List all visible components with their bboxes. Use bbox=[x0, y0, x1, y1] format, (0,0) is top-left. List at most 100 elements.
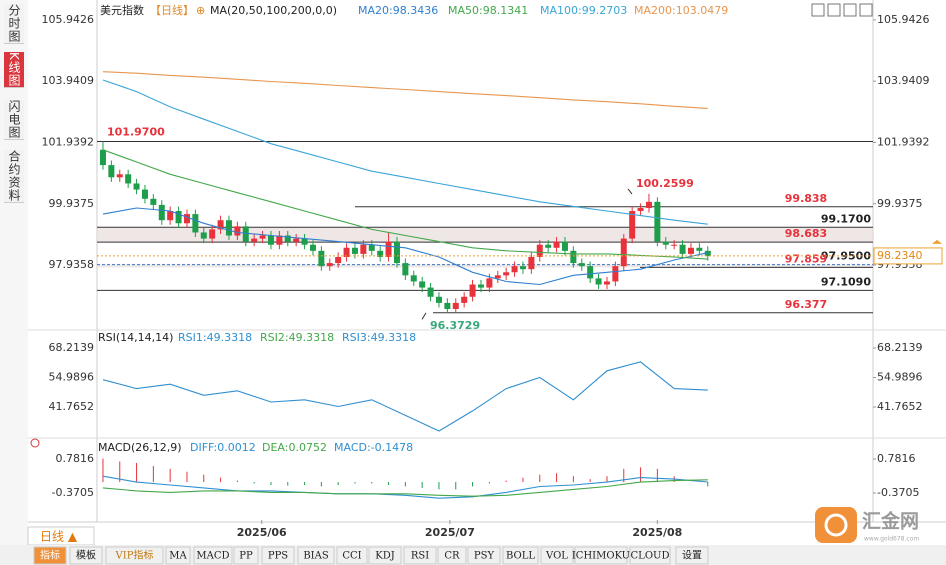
tab-label[interactable]: KDJ bbox=[375, 551, 395, 562]
y-tick-label: 54.9896 bbox=[49, 370, 95, 383]
tab[interactable] bbox=[540, 546, 574, 565]
tab-label[interactable]: PSY bbox=[474, 551, 495, 562]
candle-body bbox=[469, 284, 476, 297]
tab[interactable] bbox=[297, 546, 335, 565]
tab[interactable] bbox=[502, 546, 539, 565]
tab-label[interactable]: BOLL bbox=[506, 551, 535, 562]
tab-label[interactable]: 模板 bbox=[76, 549, 96, 562]
tab-label[interactable]: VOL bbox=[545, 551, 568, 562]
candle-body bbox=[687, 247, 694, 254]
candle-body bbox=[318, 250, 325, 267]
candle-body bbox=[301, 238, 308, 245]
tab[interactable] bbox=[193, 546, 233, 565]
tab-label[interactable]: CLOUD bbox=[631, 551, 670, 562]
tool-button[interactable] bbox=[859, 3, 873, 17]
annotation-pointer bbox=[421, 312, 427, 320]
tab[interactable] bbox=[629, 546, 671, 565]
candle-body bbox=[326, 263, 333, 267]
tab[interactable] bbox=[165, 546, 191, 565]
sidebar bbox=[0, 0, 28, 545]
settings-icon[interactable] bbox=[30, 438, 40, 448]
tab[interactable] bbox=[574, 546, 628, 565]
level-label: 97.859 bbox=[785, 252, 827, 265]
legend-title: MACD(26,12,9) bbox=[98, 441, 182, 454]
y-tick-label: 54.9896 bbox=[877, 370, 923, 383]
level-label: 96.377 bbox=[785, 298, 827, 311]
level-label: 98.683 bbox=[785, 227, 827, 240]
tab-label[interactable]: RSI bbox=[411, 551, 429, 562]
tab-label[interactable]: VIP指标 bbox=[115, 549, 154, 562]
legend-entry: MA50:98.1341 bbox=[448, 4, 528, 17]
tab-label[interactable]: CCI bbox=[342, 551, 361, 562]
candle-body bbox=[200, 232, 207, 239]
tab-label[interactable]: PP bbox=[239, 551, 253, 562]
tab[interactable] bbox=[437, 546, 467, 565]
candle-body bbox=[511, 266, 518, 273]
tab[interactable] bbox=[467, 546, 501, 565]
tab-label[interactable]: ICHIMOKU bbox=[572, 551, 630, 562]
sidebar-tab[interactable]: 合约资料 bbox=[4, 150, 24, 203]
sidebar-tab[interactable]: K线图 bbox=[4, 52, 24, 88]
tab-label[interactable]: MACD bbox=[196, 551, 229, 562]
tool-button[interactable] bbox=[843, 3, 857, 17]
candle-body bbox=[116, 174, 123, 178]
candle-body bbox=[444, 302, 451, 310]
legend-entry: RSI2:49.3318 bbox=[260, 331, 334, 344]
legend-entry: MA100:99.2703 bbox=[540, 4, 627, 17]
tool-button[interactable] bbox=[827, 3, 841, 17]
candle-body bbox=[570, 250, 577, 264]
legend-entry: DIFF:0.0012 bbox=[190, 441, 256, 454]
candle-body bbox=[662, 241, 669, 245]
candle-body bbox=[461, 296, 468, 303]
candle-body bbox=[561, 241, 568, 251]
y-tick-label: 103.9409 bbox=[42, 74, 95, 87]
candle-body bbox=[293, 238, 300, 242]
series-line bbox=[102, 479, 708, 497]
x-tick-label: 2025/06 bbox=[237, 526, 287, 539]
tab[interactable] bbox=[233, 546, 259, 565]
tab[interactable] bbox=[336, 546, 368, 565]
tab-label[interactable]: CR bbox=[444, 551, 460, 562]
candle-body bbox=[360, 244, 367, 254]
tool-button[interactable] bbox=[811, 3, 825, 17]
y-tick-label: 41.7652 bbox=[877, 400, 923, 413]
candle-body bbox=[410, 275, 417, 282]
candle-body bbox=[477, 284, 484, 288]
tab[interactable] bbox=[403, 546, 437, 565]
legend-entry: DEA:0.0752 bbox=[262, 441, 327, 454]
candle-body bbox=[452, 302, 459, 310]
tab[interactable] bbox=[675, 546, 709, 565]
tab-label[interactable]: BIAS bbox=[303, 551, 329, 562]
tab-label[interactable]: MA bbox=[169, 551, 187, 562]
annotation-label: 96.3729 bbox=[430, 319, 480, 332]
tab-label[interactable]: PPS bbox=[268, 551, 288, 562]
y-tick-label: 101.9392 bbox=[42, 135, 95, 148]
sidebar-tab[interactable]: 分时图 bbox=[4, 4, 24, 44]
tab[interactable] bbox=[69, 546, 103, 565]
candle-body bbox=[645, 201, 652, 208]
x-tick-label: 2025/07 bbox=[425, 526, 475, 539]
toolbar-icons[interactable] bbox=[811, 3, 873, 17]
candle-body bbox=[351, 247, 358, 254]
tab[interactable] bbox=[368, 546, 402, 565]
tab-label[interactable]: 指标 bbox=[40, 549, 60, 562]
candle-body bbox=[284, 235, 291, 242]
candle-body bbox=[519, 266, 526, 270]
tab[interactable] bbox=[33, 546, 67, 565]
tab[interactable] bbox=[105, 546, 164, 565]
tab-label[interactable]: 设置 bbox=[682, 550, 702, 562]
candle-body bbox=[133, 183, 140, 190]
series-line bbox=[102, 361, 708, 432]
period-label[interactable]: 日线 ▲ bbox=[40, 530, 78, 544]
current-price-box bbox=[873, 247, 943, 265]
candle-body bbox=[629, 211, 636, 239]
candle-body bbox=[167, 211, 174, 221]
candle-body bbox=[595, 278, 602, 285]
period-icon[interactable]: ⊕ bbox=[196, 4, 205, 17]
y-tick-label: 105.9426 bbox=[877, 13, 930, 26]
candle-body bbox=[536, 244, 543, 257]
tab[interactable] bbox=[261, 546, 295, 565]
sidebar-tab[interactable]: 闪电图 bbox=[4, 100, 24, 140]
level-label: 97.1090 bbox=[821, 275, 871, 288]
